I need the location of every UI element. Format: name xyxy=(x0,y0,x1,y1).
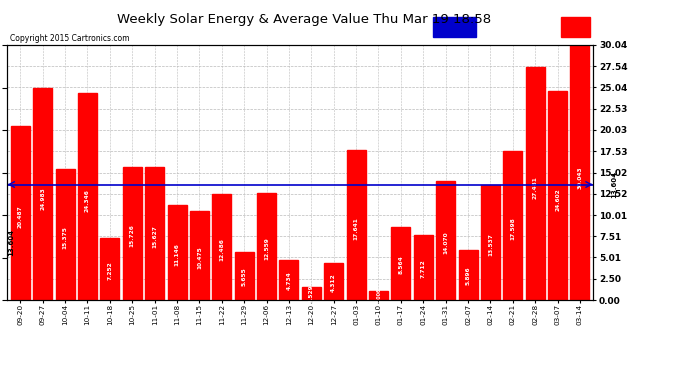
Bar xyxy=(503,151,522,300)
Text: Average ($): Average ($) xyxy=(481,22,531,32)
Bar xyxy=(391,227,411,300)
Text: 24.602: 24.602 xyxy=(555,188,560,211)
Text: 15.375: 15.375 xyxy=(63,226,68,249)
Bar xyxy=(11,126,30,300)
Bar xyxy=(346,150,366,300)
Text: 13.604: 13.604 xyxy=(8,229,14,256)
Text: 14.070: 14.070 xyxy=(443,231,448,254)
Text: 4.734: 4.734 xyxy=(286,272,291,290)
Bar xyxy=(235,252,254,300)
Text: 17.598: 17.598 xyxy=(511,217,515,240)
Text: 5.896: 5.896 xyxy=(466,267,471,285)
Text: 5.655: 5.655 xyxy=(241,268,247,286)
Text: 27.481: 27.481 xyxy=(533,177,538,200)
Text: Weekly Solar Energy & Average Value Thu Mar 19 18:58: Weekly Solar Energy & Average Value Thu … xyxy=(117,13,491,26)
Bar xyxy=(279,260,299,300)
Bar xyxy=(571,45,589,300)
Bar xyxy=(213,194,231,300)
Text: 12.486: 12.486 xyxy=(219,238,224,261)
Bar xyxy=(481,185,500,300)
Bar xyxy=(436,181,455,300)
Text: 8.564: 8.564 xyxy=(398,256,404,274)
Text: 13.537: 13.537 xyxy=(488,233,493,256)
Bar xyxy=(168,206,186,300)
Bar xyxy=(526,67,544,300)
Text: 30.043: 30.043 xyxy=(578,166,582,189)
Bar xyxy=(324,263,343,300)
Text: 20.487: 20.487 xyxy=(18,205,23,228)
Text: 4.312: 4.312 xyxy=(331,273,336,292)
Text: 17.641: 17.641 xyxy=(353,217,359,240)
Text: 10.475: 10.475 xyxy=(197,246,202,269)
Text: 11.146: 11.146 xyxy=(175,243,179,266)
Bar xyxy=(433,17,476,37)
Text: 24.346: 24.346 xyxy=(85,189,90,212)
Text: 15.627: 15.627 xyxy=(152,225,157,248)
Text: Copyright 2015 Cartronics.com: Copyright 2015 Cartronics.com xyxy=(10,34,130,43)
Bar xyxy=(560,17,589,37)
Text: 24.983: 24.983 xyxy=(40,187,46,210)
Bar xyxy=(302,287,321,300)
Bar xyxy=(100,238,119,300)
Bar xyxy=(190,211,209,300)
Bar xyxy=(33,88,52,300)
Bar xyxy=(257,194,276,300)
Text: 7.252: 7.252 xyxy=(108,261,112,280)
Text: 7.712: 7.712 xyxy=(421,259,426,278)
Bar xyxy=(548,91,567,300)
Bar xyxy=(145,167,164,300)
Bar xyxy=(56,170,75,300)
Text: 1.529: 1.529 xyxy=(309,285,314,303)
Bar xyxy=(369,291,388,300)
Bar xyxy=(459,250,477,300)
Bar xyxy=(414,234,433,300)
Text: 15.726: 15.726 xyxy=(130,225,135,248)
Bar xyxy=(123,166,141,300)
Text: Daily ($): Daily ($) xyxy=(594,22,631,32)
Bar xyxy=(78,93,97,300)
Text: 12.559: 12.559 xyxy=(264,237,269,260)
Text: 1.006: 1.006 xyxy=(376,288,381,303)
Text: 13.604: 13.604 xyxy=(611,171,617,198)
